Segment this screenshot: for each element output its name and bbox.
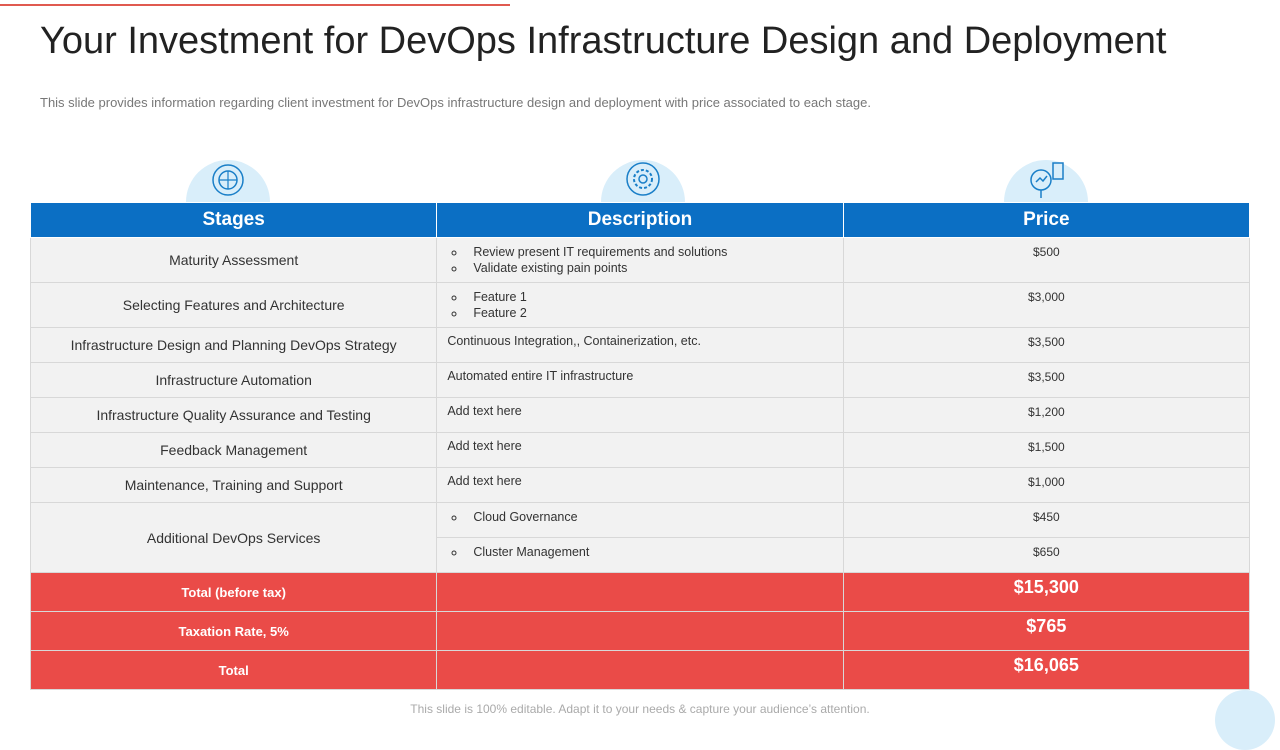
bullet-item: Feature 2 [466,305,832,321]
bullet-item: Review present IT requirements and solut… [466,244,832,260]
description-icon [601,160,685,202]
stage-cell: Infrastructure Quality Assurance and Tes… [29,397,438,433]
table-row: Maturity Assessment Review present IT req… [29,237,1251,283]
bullet-list: Review present IT requirements and solut… [447,244,832,276]
total-label: Taxation Rate, 5% [29,611,438,651]
table-row: Infrastructure Automation Automated entir… [29,362,1251,398]
stage-cell: Infrastructure Design and Planning DevOp… [29,327,438,363]
description-cell: Add text here [436,467,844,503]
price-cell: $3,500 [842,327,1251,363]
description-cell: Automated entire IT infrastructure [436,362,844,398]
total-empty [436,572,844,612]
footer: This slide is 100% editable. Adapt it to… [410,702,870,716]
table-row: Selecting Features and Architecture Featu… [29,282,1251,328]
total-row: Total $16,065 [29,650,1251,690]
column-header: Description [436,202,844,238]
bullet-item: Cluster Management [466,544,832,560]
stage-cell: Maintenance, Training and Support [29,467,438,503]
bullet-list: Feature 1Feature 2 [447,289,832,321]
investment-table: Stages Description Price Maturity Assessmen… [29,202,1251,690]
total-row: Taxation Rate, 5% $765 [29,611,1251,651]
total-label: Total [29,650,438,690]
description-cell: Feature 1Feature 2 [436,282,844,328]
table-row: Maintenance, Training and Support Add tex… [29,467,1251,503]
description-cell: Add text here [436,397,844,433]
price-cell: $3,000 [842,282,1251,328]
bullet-list: Cloud Governance [447,509,832,525]
accent-line [0,4,510,6]
bullet-item: Validate existing pain points [466,260,832,276]
description-cell: Add text here [436,432,844,468]
stage-cell: Maturity Assessment [29,237,438,283]
stage-cell: Selecting Features and Architecture [29,282,438,328]
bullet-item: Cloud Governance [466,509,832,525]
stages-icon [186,160,270,202]
price-icon [1004,160,1088,202]
price-cell: $500 [842,237,1251,283]
table-row: Feedback Management Add text here $1,500 [29,432,1251,468]
total-price: $765 [842,611,1251,651]
price-cell: $650 [842,537,1251,573]
total-price: $15,300 [842,572,1251,612]
total-empty [436,611,844,651]
subtitle: This slide provides information regardin… [40,95,871,110]
slide: Your Investment for DevOps Infrastructur… [0,0,1280,720]
description-cell: Continuous Integration,, Containerizatio… [436,327,844,363]
description-cell: Review present IT requirements and solut… [436,237,844,283]
total-price: $16,065 [842,650,1251,690]
stage-cell: Additional DevOps Services [29,502,438,573]
table-row: Infrastructure Quality Assurance and Tes… [29,397,1251,433]
total-empty [436,650,844,690]
total-row: Total (before tax) $15,300 [29,572,1251,612]
column-header: Stages [29,202,438,238]
table-row: Additional DevOps Services Cloud Governan… [29,502,1251,573]
description-cell: Cloud Governance [436,502,844,538]
description-cell: Cluster Management [436,537,844,573]
corner-decoration [1215,690,1275,750]
bullet-item: Feature 1 [466,289,832,305]
bullet-list: Cluster Management [447,544,832,560]
stage-cell: Feedback Management [29,432,438,468]
price-cell: $1,200 [842,397,1251,433]
price-cell: $450 [842,502,1251,538]
total-label: Total (before tax) [29,572,438,612]
price-cell: $1,000 [842,467,1251,503]
price-cell: $3,500 [842,362,1251,398]
column-header: Price [842,202,1251,238]
title: Your Investment for DevOps Infrastructur… [40,20,1167,62]
table-row: Infrastructure Design and Planning DevOp… [29,327,1251,363]
stage-cell: Infrastructure Automation [29,362,438,398]
price-cell: $1,500 [842,432,1251,468]
